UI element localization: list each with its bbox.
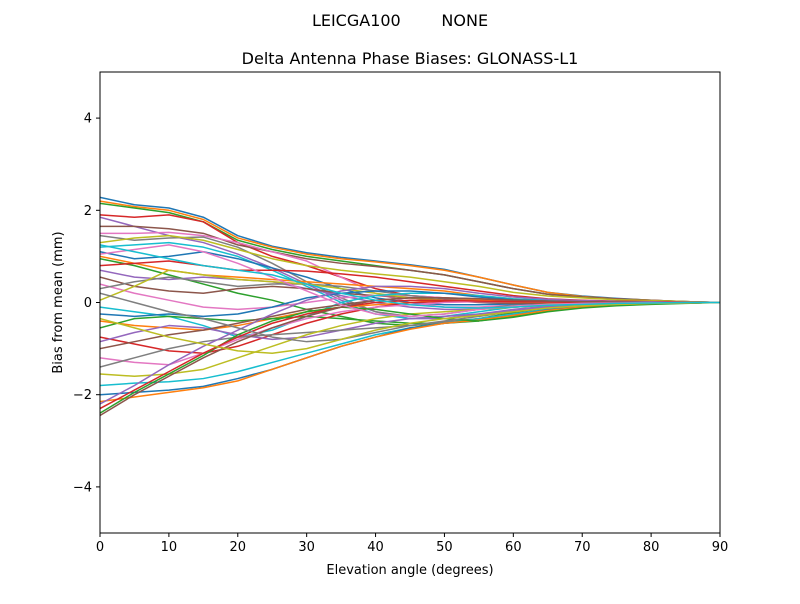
- y-tick-label: 0: [84, 296, 92, 311]
- series-line-39: [100, 301, 720, 354]
- x-tick-label: 40: [367, 540, 384, 555]
- suptitle: LEICGA100 NONE: [312, 11, 488, 30]
- x-tick-label: 0: [96, 540, 104, 555]
- chart-title: Delta Antenna Phase Biases: GLONASS-L1: [242, 49, 579, 68]
- x-tick-label: 70: [574, 540, 591, 555]
- x-axis-label: Elevation angle (degrees): [326, 563, 493, 578]
- y-tick-label: −4: [73, 480, 92, 495]
- x-tick-label: 80: [643, 540, 660, 555]
- y-tick-label: 4: [84, 112, 92, 127]
- x-tick-label: 10: [161, 540, 178, 555]
- x-tick-label: 90: [712, 540, 729, 555]
- y-axis-label: Bias from mean (mm): [51, 231, 66, 373]
- series-line-36: [100, 297, 720, 417]
- series-line-9: [100, 234, 720, 304]
- series-line-40: [100, 244, 720, 309]
- series-line-33: [100, 301, 720, 414]
- x-axis: 0 10 20 30 40 50 60 70 80 90: [96, 533, 728, 555]
- x-tick-label: 20: [230, 540, 247, 555]
- series-lines: [100, 196, 720, 417]
- y-axis: −4 −2 0 2 4: [73, 112, 100, 495]
- x-tick-label: 60: [505, 540, 522, 555]
- y-tick-label: −2: [73, 388, 92, 403]
- series-line-6: [100, 225, 720, 304]
- y-tick-label: 2: [84, 204, 92, 219]
- x-tick-label: 50: [436, 540, 453, 555]
- x-tick-label: 30: [298, 540, 315, 555]
